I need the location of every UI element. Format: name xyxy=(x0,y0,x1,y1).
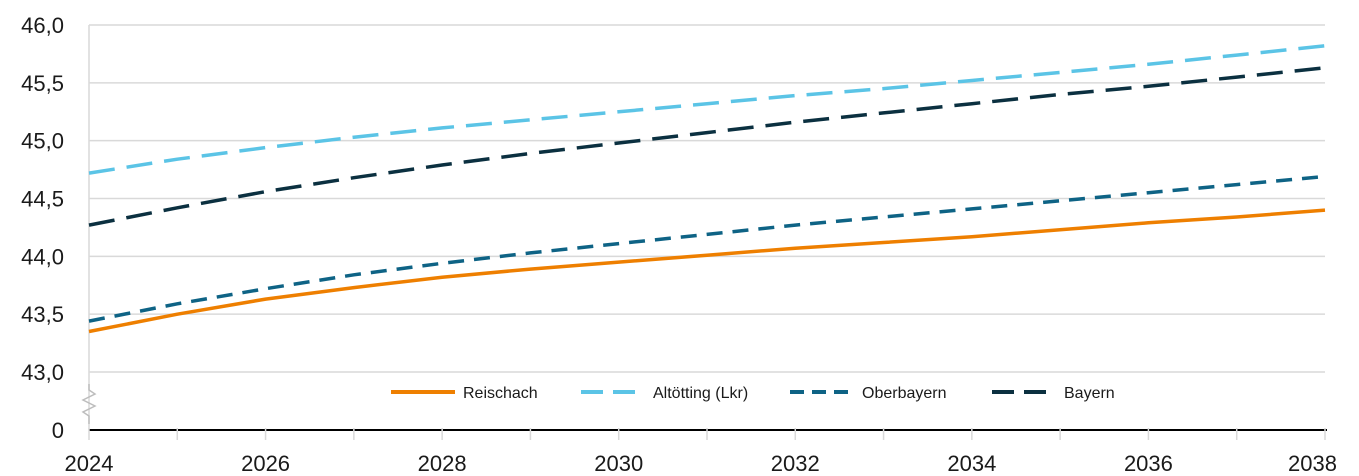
x-tick-label: 2032 xyxy=(771,451,820,476)
x-axis-ticks: 2024 2026 2028 2030 2032 2034 2036 2038 xyxy=(65,428,1337,476)
y-tick-label: 0 xyxy=(52,418,64,443)
series-line-reischach xyxy=(88,208,1326,334)
x-tick-label: 2034 xyxy=(947,451,996,476)
y-tick-label: 43,5 xyxy=(21,302,64,327)
axis-break-marker xyxy=(81,384,97,424)
series-line-bayern xyxy=(88,66,1326,227)
x-tick-label: 2036 xyxy=(1124,451,1173,476)
x-tick-label: 2030 xyxy=(594,451,643,476)
legend-label: Reischach xyxy=(463,385,538,402)
y-tick-label: 45,5 xyxy=(21,71,64,96)
legend-label: Altötting (Lkr) xyxy=(653,385,748,402)
series-line-oberbayern xyxy=(88,174,1326,323)
series-line-alt-tting-lkr xyxy=(88,44,1326,175)
y-tick-label: 44,5 xyxy=(21,187,64,212)
x-tick-label: 2026 xyxy=(241,451,290,476)
y-tick-label: 46,0 xyxy=(21,13,64,38)
x-tick-label: 2024 xyxy=(65,451,114,476)
x-tick-label: 2028 xyxy=(418,451,467,476)
x-tick-label: 2038 xyxy=(1288,451,1337,476)
y-axis-ticks: 0 43,0 43,5 44,0 44,5 45,0 45,5 46,0 xyxy=(21,13,64,443)
legend-label: Oberbayern xyxy=(862,385,947,402)
legend: Reischach Altötting (Lkr) Oberbayern Bayern xyxy=(391,385,1115,402)
y-tick-label: 44,0 xyxy=(21,244,64,269)
series-lines xyxy=(88,44,1326,334)
y-tick-label: 43,0 xyxy=(21,360,64,385)
y-tick-label: 45,0 xyxy=(21,129,64,154)
gridlines xyxy=(89,24,1325,373)
axes xyxy=(81,25,1327,431)
legend-label: Bayern xyxy=(1064,385,1115,402)
